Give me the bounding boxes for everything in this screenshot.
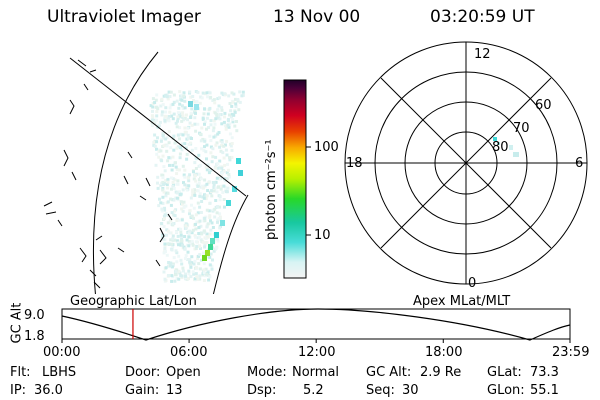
- timeline-frame: [61, 308, 571, 340]
- status-gcalt-label: GC Alt:: [366, 365, 412, 380]
- mlt-label-18: 18: [346, 156, 363, 171]
- status-gain-value: 13: [166, 383, 183, 398]
- colorbar-tick-100: 100: [314, 140, 339, 155]
- status-door-label: Door:: [125, 365, 161, 380]
- status-gcalt-value: 2.9 Re: [420, 365, 462, 380]
- uv-emission-scatter: [149, 90, 245, 283]
- altitude-curve: [61, 308, 571, 341]
- geographic-map: [43, 51, 249, 294]
- coastline-lines: [43, 59, 173, 289]
- timeline-xtick-0600: 06:00: [170, 345, 208, 360]
- colorbar: [283, 79, 307, 279]
- timeline-ytick-1-8: 1.8: [24, 329, 45, 344]
- geographic-caption: Geographic Lat/Lon: [70, 294, 197, 309]
- timeline-ticks: [61, 339, 571, 343]
- time-label: 03:20:59 UT: [430, 7, 535, 27]
- colorbar-unit-label: photon cm⁻²s⁻¹: [264, 139, 279, 240]
- mlat-label-70: 70: [513, 121, 530, 136]
- status-glon-label: GLon:: [487, 383, 525, 398]
- status-glon-value: 55.1: [530, 383, 559, 398]
- status-seq-label: Seq:: [366, 383, 395, 398]
- mlt-label-6: 6: [575, 156, 584, 171]
- polar-emission: [493, 137, 519, 157]
- timeline-xtick-1800: 18:00: [425, 345, 463, 360]
- status-door-value: Open: [166, 365, 201, 380]
- timeline-xtick-2359: 23:59: [552, 345, 590, 360]
- colorbar-tick-10: 10: [314, 228, 331, 243]
- status-flt-label: Flt:: [10, 365, 31, 380]
- status-ip-label: IP:: [10, 383, 27, 398]
- timeline-ylabel: GC Alt: [9, 302, 25, 344]
- status-glat-value: 73.3: [530, 365, 559, 380]
- mlt-label-0: 0: [468, 276, 477, 291]
- status-dsp-value: 5.2: [303, 383, 324, 398]
- instrument-title: Ultraviolet Imager: [47, 7, 201, 27]
- status-flt-value: LBHS: [42, 365, 77, 380]
- timeline-ytick-9: 9.0: [24, 308, 45, 323]
- status-dsp-label: Dsp:: [247, 383, 277, 398]
- status-mode-value: Normal: [292, 365, 340, 380]
- status-glat-label: GLat:: [487, 365, 522, 380]
- status-gain-label: Gain:: [125, 383, 160, 398]
- mlt-label-12: 12: [474, 47, 491, 62]
- timeline-xtick-1200: 12:00: [298, 345, 336, 360]
- apex-caption: Apex MLat/MLT: [413, 294, 511, 309]
- mlat-label-60: 60: [535, 98, 552, 113]
- polar-plot: [344, 41, 588, 285]
- timeline-xtick-0000: 00:00: [43, 345, 81, 360]
- status-mode-label: Mode:: [247, 365, 287, 380]
- status-ip-value: 36.0: [34, 383, 63, 398]
- status-seq-value: 30: [402, 383, 419, 398]
- date-label: 13 Nov 00: [273, 7, 361, 27]
- mlat-label-80: 80: [492, 140, 509, 155]
